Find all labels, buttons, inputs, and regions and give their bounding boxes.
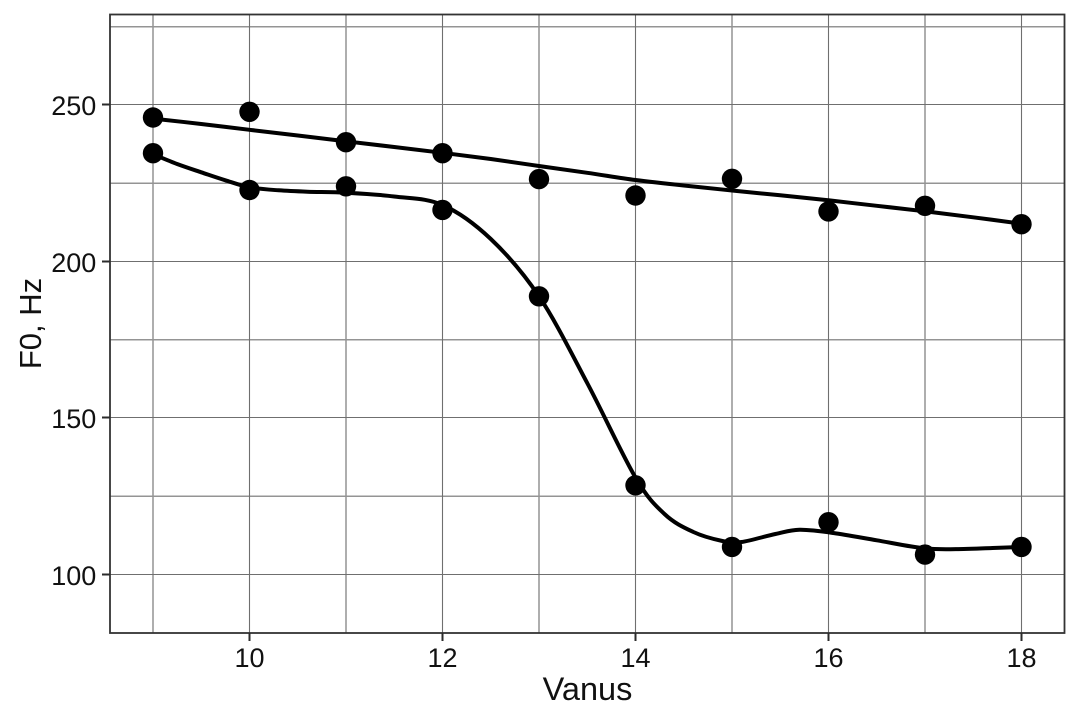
svg-text:100: 100 bbox=[51, 561, 96, 591]
svg-text:18: 18 bbox=[1006, 643, 1036, 673]
svg-text:12: 12 bbox=[427, 643, 457, 673]
svg-text:250: 250 bbox=[51, 91, 96, 121]
svg-text:150: 150 bbox=[51, 404, 96, 434]
svg-text:10: 10 bbox=[234, 643, 264, 673]
svg-text:Vanus: Vanus bbox=[543, 671, 633, 707]
svg-text:16: 16 bbox=[813, 643, 843, 673]
svg-text:14: 14 bbox=[620, 643, 650, 673]
svg-text:F0, Hz: F0, Hz bbox=[13, 278, 48, 369]
svg-text:200: 200 bbox=[51, 248, 96, 278]
